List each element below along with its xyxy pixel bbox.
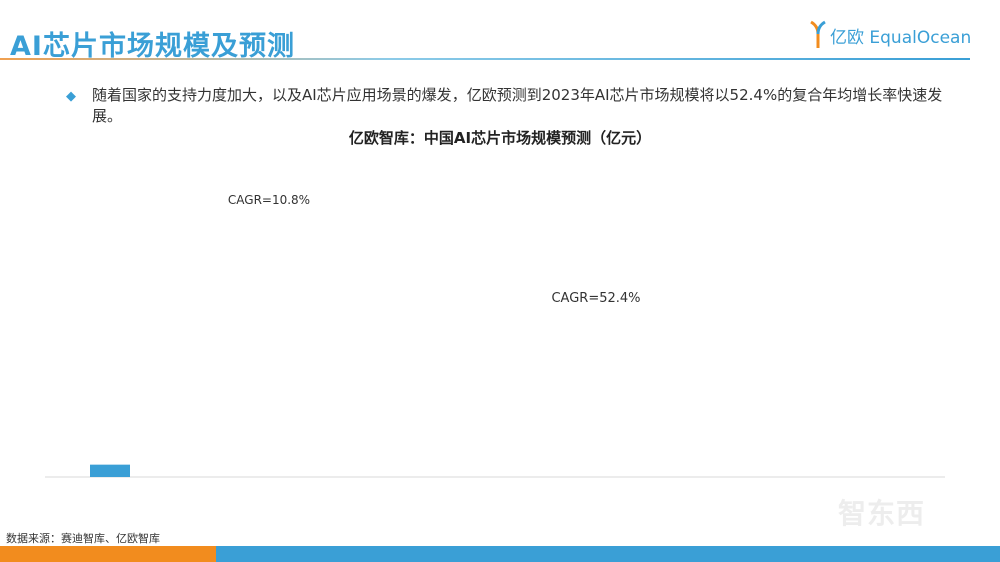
bar-2017 — [90, 464, 130, 477]
cagr-label: CAGR=52.4% — [551, 291, 641, 306]
logo-mark-icon — [810, 20, 826, 48]
watermark: 智东西 — [838, 497, 926, 530]
data-source: 数据来源：赛迪智库、亿欧智库 — [6, 532, 160, 545]
footer-bar-orange — [0, 546, 216, 562]
logo-text: 亿欧 EqualOcean — [830, 28, 972, 48]
title-divider — [0, 58, 970, 60]
logo: 亿欧 EqualOcean — [810, 20, 971, 48]
inset-cagr-label: CAGR=10.8% — [227, 193, 311, 207]
page-title: AI芯片市场规模及预测 — [10, 31, 295, 62]
bullet-text-block: ◆ 随着国家的支持力度加大，以及AI芯片应用场景的爆发，亿欧预测到2023年AI芯… — [64, 85, 972, 127]
chart-title: 亿欧智库：中国AI芯片市场规模预测（亿元） — [348, 129, 652, 147]
footer-bar-blue — [216, 546, 1000, 562]
diamond-bullet-icon: ◆ — [66, 89, 76, 104]
bullet-text: 随着国家的支持力度加大，以及AI芯片应用场景的爆发，亿欧预测到2023年AI芯片… — [92, 86, 943, 125]
